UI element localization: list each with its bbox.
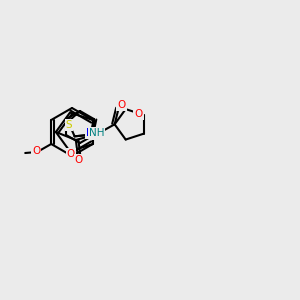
Text: O: O — [67, 149, 75, 159]
Text: N: N — [86, 128, 93, 138]
Text: O: O — [118, 100, 126, 110]
Text: NH: NH — [89, 128, 104, 138]
Text: S: S — [66, 120, 72, 130]
Text: N: N — [90, 129, 98, 139]
Text: O: O — [32, 146, 40, 156]
Text: O: O — [134, 109, 143, 119]
Text: O: O — [75, 155, 83, 165]
